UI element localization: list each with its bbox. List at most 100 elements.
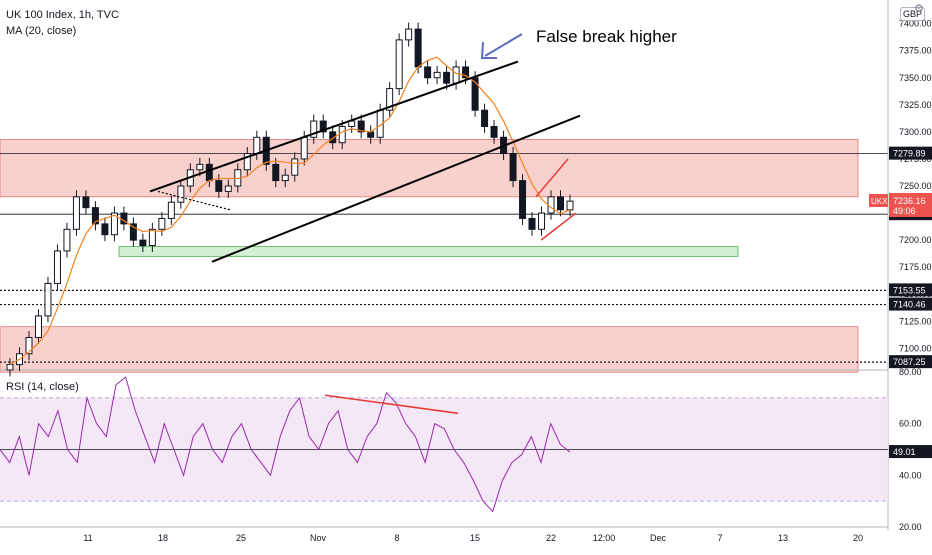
candle-body-51 xyxy=(490,125,498,138)
last-price-tag-bg xyxy=(889,192,932,217)
price-tick-label-12: 7400.00 xyxy=(899,19,932,29)
candle-body-43 xyxy=(414,28,422,68)
rsi-last-tag-bg xyxy=(889,445,932,459)
gear-icon[interactable]: ⚙ xyxy=(914,3,924,15)
candle-body-49 xyxy=(471,77,479,111)
candle-body-8 xyxy=(82,196,90,209)
candle-body-13 xyxy=(129,223,137,241)
candle-body-18 xyxy=(177,185,185,203)
candle-body-6 xyxy=(63,228,71,252)
level-tag-3: 7140.46 xyxy=(893,300,926,310)
red-lower-wedge xyxy=(540,212,577,241)
rsi-tick-label-2: 60.00 xyxy=(899,419,922,429)
candle-body-22 xyxy=(215,180,223,192)
time-tick-label-7: 12:00 xyxy=(593,533,616,543)
price-tick-label-3: 7175.00 xyxy=(899,262,932,272)
time-tick-label-4: 8 xyxy=(394,533,399,543)
time-tick-label-6: 22 xyxy=(546,533,556,543)
zone-support-2 xyxy=(118,246,739,257)
price-tick-label-6: 7250.00 xyxy=(899,181,932,191)
annotation-arrow-head xyxy=(480,41,497,59)
time-tick-label-11: 20 xyxy=(853,533,863,543)
time-tick-label-0: 11 xyxy=(83,533,92,543)
candle-body-17 xyxy=(167,201,175,219)
candle-body-28 xyxy=(272,163,280,182)
dotted-connector xyxy=(157,190,231,211)
candle-body-10 xyxy=(101,223,109,236)
time-tick-label-8: Dec xyxy=(650,533,667,543)
candle-body-15 xyxy=(148,228,156,247)
candle-body-25 xyxy=(243,153,251,171)
time-tick-label-3: Nov xyxy=(310,533,327,543)
symbol-tag-bg xyxy=(869,193,888,207)
candle-body-0 xyxy=(6,364,14,371)
candle-body-48 xyxy=(462,66,470,79)
rsi-line xyxy=(0,376,571,513)
rsi-indicator-label[interactable]: RSI (14, close) xyxy=(6,381,79,393)
candle-body-7 xyxy=(72,196,80,230)
annotation-false-break: False break higher xyxy=(536,27,677,46)
rsi-last-value: 49.01 xyxy=(893,447,916,457)
candle-body-34 xyxy=(329,131,337,144)
ma-indicator-label[interactable]: MA (20, close) xyxy=(6,25,77,37)
zone-resistance-0 xyxy=(0,139,859,198)
level-tag-4: 7087.25 xyxy=(893,357,926,367)
price-tick-label-10: 7350.00 xyxy=(899,73,932,83)
candle-body-23 xyxy=(224,185,232,192)
symbol-title: UK 100 Index, 1h, TVC xyxy=(6,9,119,21)
time-tick-label-1: 18 xyxy=(158,533,168,543)
level-tag-bg-3 xyxy=(889,297,932,311)
candle-body-5 xyxy=(53,250,61,284)
candle-body-42 xyxy=(405,28,413,41)
candle-body-47 xyxy=(452,66,460,84)
candle-body-58 xyxy=(557,196,565,211)
time-tick-label-2: 25 xyxy=(236,533,246,543)
annotation-arrow-shaft xyxy=(484,33,523,57)
candle-body-54 xyxy=(519,180,527,219)
countdown-value: 49:06 xyxy=(893,206,916,216)
candle-body-29 xyxy=(281,174,289,182)
rsi-tick-label-0: 20.00 xyxy=(899,522,922,532)
candle-body-3 xyxy=(34,315,42,339)
candle-body-55 xyxy=(528,217,536,230)
candle-body-14 xyxy=(139,239,147,247)
zone-resistance-1 xyxy=(0,326,859,373)
red-upper-wedge xyxy=(535,158,569,198)
candle-body-35 xyxy=(338,125,346,144)
level-tag-0: 7279.89 xyxy=(893,149,926,159)
channel-lower-line xyxy=(211,114,581,263)
last-price-value: 7236.16 xyxy=(893,196,926,206)
level-tag-bg-2 xyxy=(889,283,932,297)
price-tick-label-1: 7125.00 xyxy=(899,316,932,326)
candle-body-21 xyxy=(205,163,213,182)
candle-body-31 xyxy=(300,136,308,160)
price-tick-label-4: 7200.00 xyxy=(899,235,932,245)
candle-body-50 xyxy=(481,109,489,127)
level-tag-bg-0 xyxy=(889,146,932,160)
candle-body-40 xyxy=(386,88,394,111)
candle-body-56 xyxy=(538,212,546,230)
candle-body-44 xyxy=(424,66,432,79)
ma-line xyxy=(9,56,571,366)
price-tick-label-9: 7325.00 xyxy=(899,100,932,110)
candle-body-37 xyxy=(357,120,365,133)
candle-body-46 xyxy=(443,71,451,84)
candle-body-2 xyxy=(25,337,33,355)
candle-body-45 xyxy=(433,71,441,79)
level-tag-2: 7153.55 xyxy=(893,285,926,295)
candle-body-26 xyxy=(253,136,261,155)
candle-body-53 xyxy=(509,153,517,182)
candle-body-32 xyxy=(310,120,318,138)
candle-body-38 xyxy=(367,131,375,138)
candle-body-20 xyxy=(196,163,204,171)
price-tick-label-11: 7375.00 xyxy=(899,46,932,56)
candle-body-30 xyxy=(291,158,299,176)
rsi-tick-label-3: 80.00 xyxy=(899,367,922,377)
currency-badge[interactable]: GBP xyxy=(900,7,926,21)
time-tick-label-10: 13 xyxy=(778,533,788,543)
candle-body-59 xyxy=(566,200,574,211)
candle-body-16 xyxy=(158,217,166,230)
candle-body-11 xyxy=(110,212,118,236)
